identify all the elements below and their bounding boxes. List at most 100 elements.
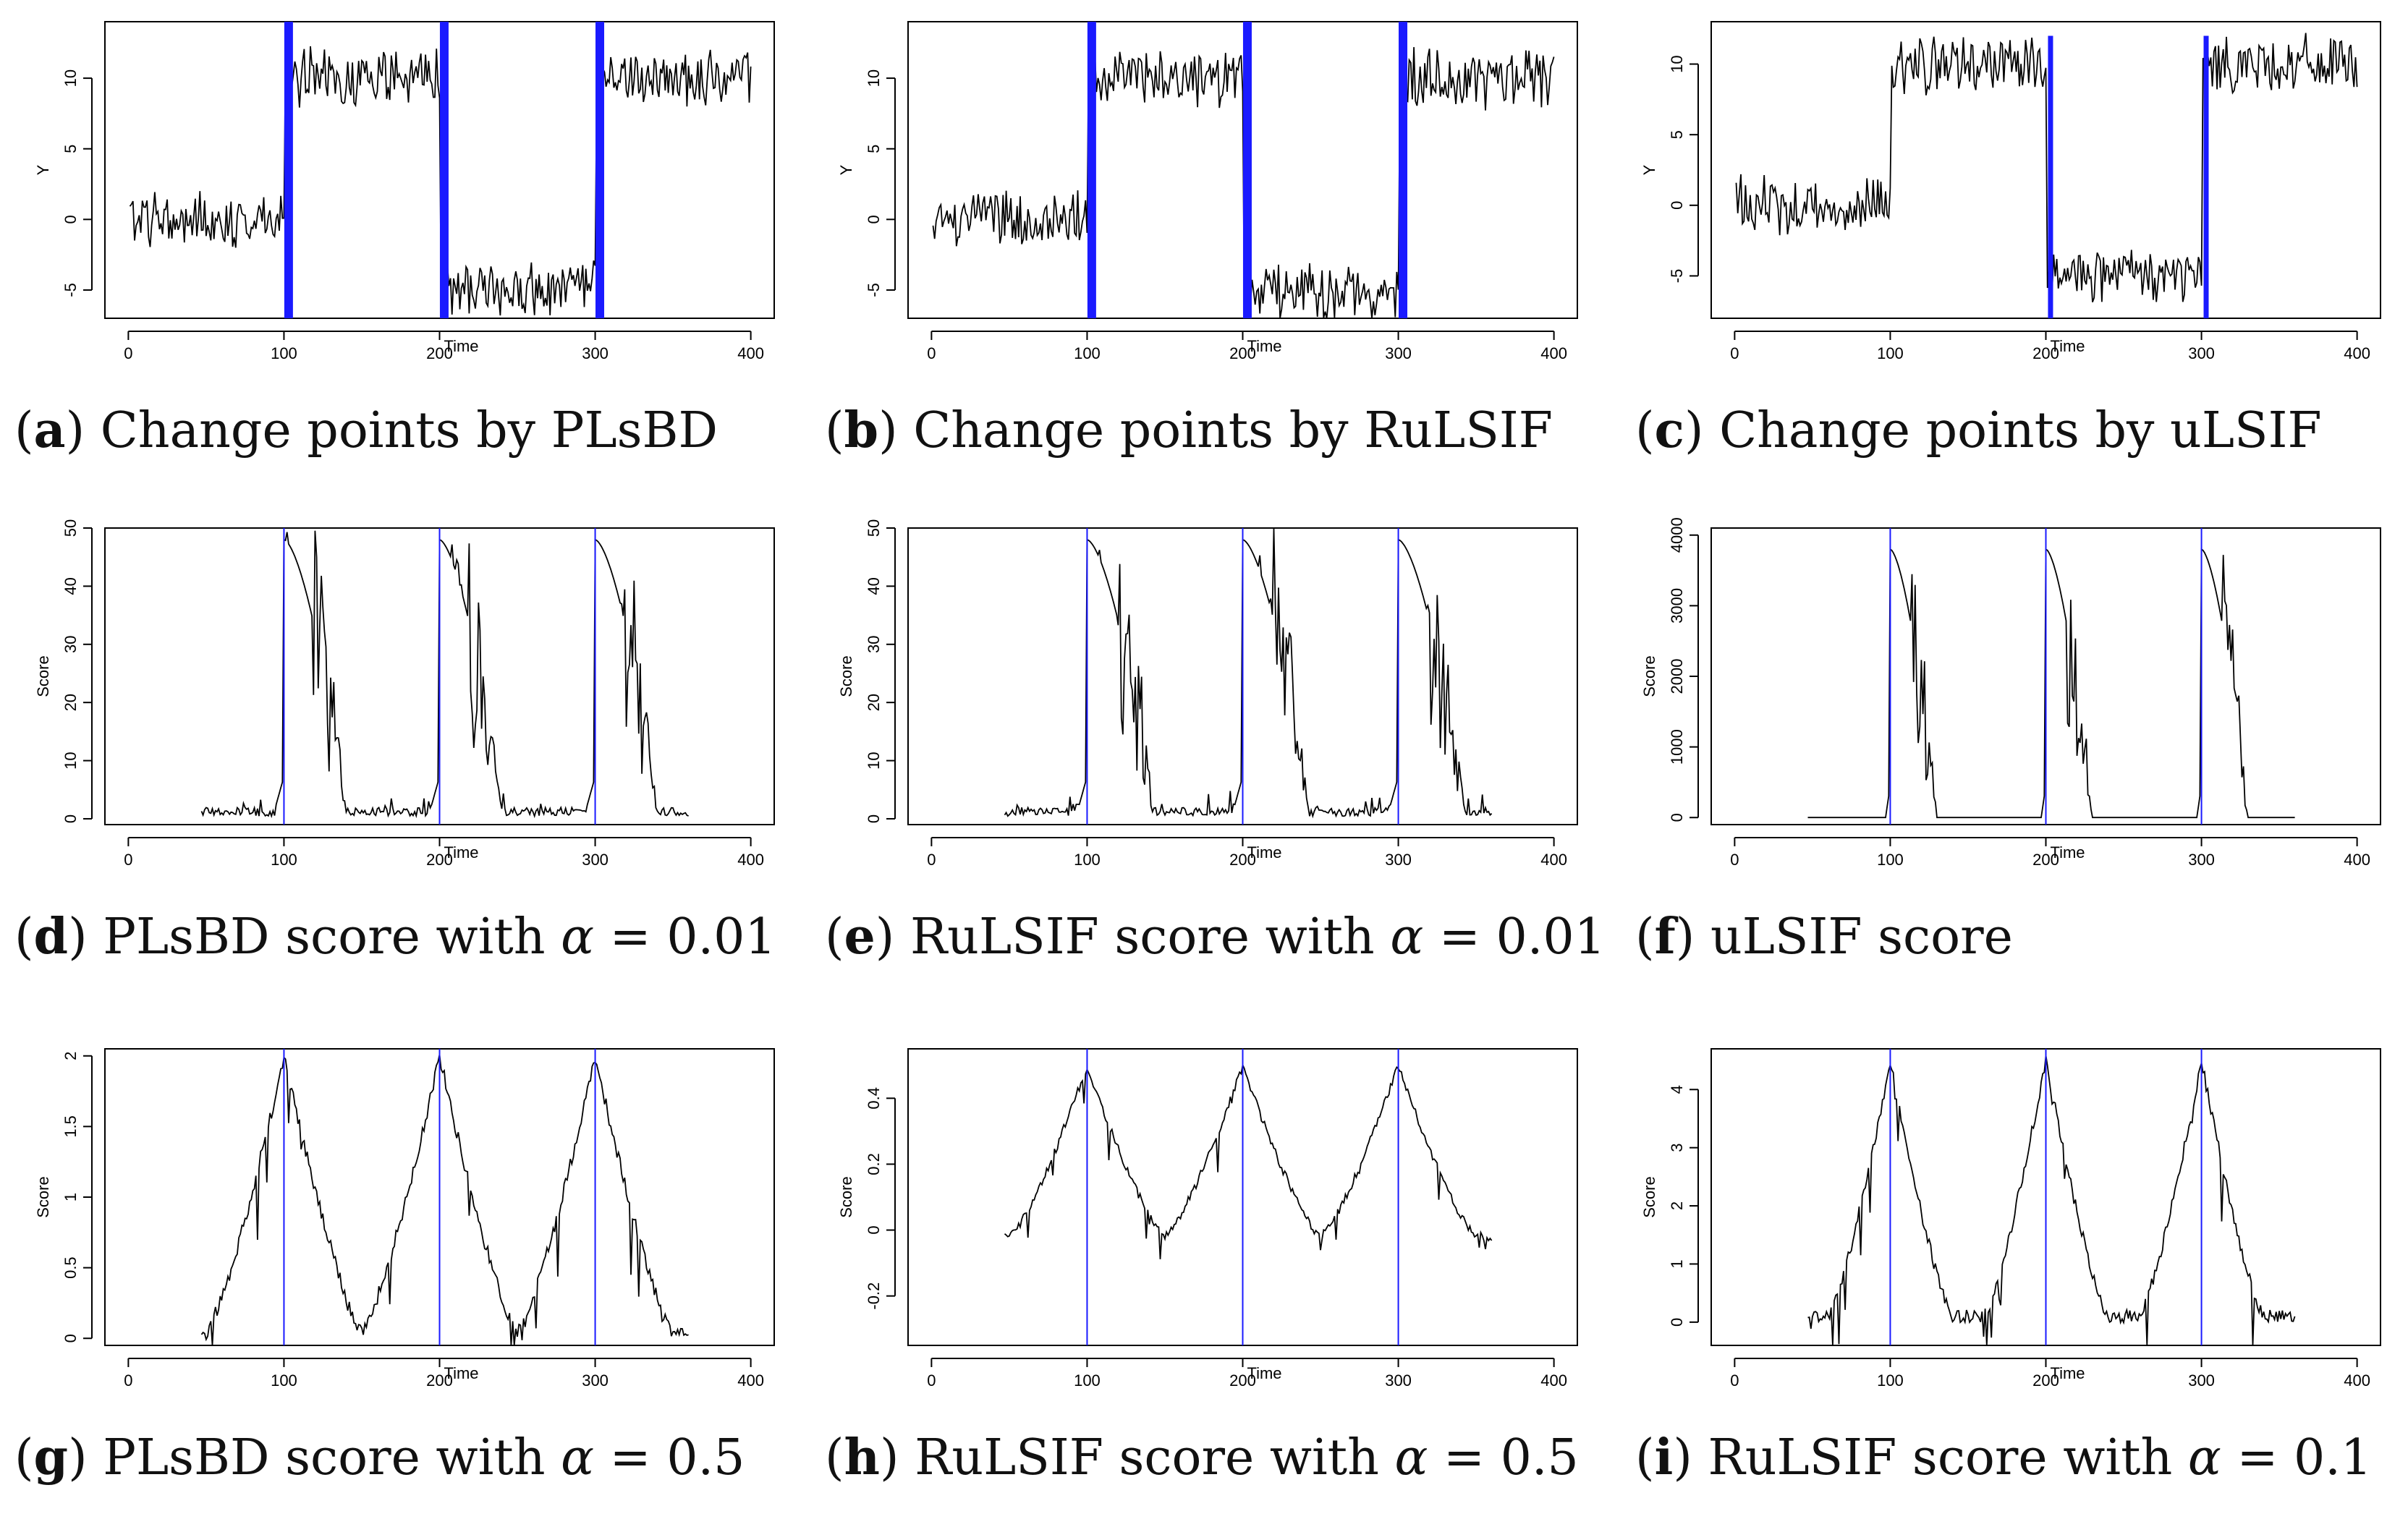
- x-axis-label: Time: [2050, 843, 2085, 861]
- chart-a: 0 100 200 300 400 Time -5 0 5 10 Y: [34, 21, 775, 362]
- x-tick-label: 400: [2344, 344, 2370, 362]
- caption-text: RuLSIF score with α = 0.01: [910, 909, 1606, 966]
- y-axis-label: Y: [34, 164, 52, 175]
- change-point-marker: [1242, 1049, 1244, 1345]
- y-tick-label: 0: [1668, 813, 1686, 822]
- x-tick-label: 0: [124, 851, 132, 869]
- series-line: [1004, 1063, 1493, 1259]
- y-tick-label: 5: [62, 145, 80, 153]
- y-tick-label: 2: [1668, 1201, 1686, 1210]
- y-tick-label: 4: [1668, 1085, 1686, 1094]
- x-tick-label: 200: [1229, 344, 1256, 362]
- x-tick-label: 0: [927, 1371, 936, 1390]
- chart-h: 0 100 200 300 400 Time -0.2 0 0.2 0.4 Score: [837, 1048, 1578, 1390]
- x-tick-label: 300: [2188, 851, 2215, 869]
- y-tick-label: 1.5: [62, 1115, 80, 1138]
- x-tick-label: 0: [1730, 344, 1739, 362]
- caption-text: Change points by RuLSIF: [913, 402, 1553, 459]
- x-tick-label: 200: [426, 851, 453, 869]
- y-tick-label: 1: [1668, 1259, 1686, 1268]
- panel-i: 0 100 200 300 400 Time 0 1 2 3 4 Score (i) RuLSIF sc…: [1606, 1027, 2402, 1519]
- x-tick-label: 300: [1385, 1371, 1412, 1390]
- x-tick-label: 200: [2032, 851, 2059, 869]
- x-tick-label: 100: [1074, 1371, 1101, 1390]
- y-axis-label: Score: [34, 655, 52, 697]
- y-tick-label: -0.2: [865, 1282, 883, 1310]
- caption-letter: f: [1654, 908, 1676, 966]
- change-point-marker: [2200, 528, 2203, 825]
- y-tick-label: -5: [865, 283, 883, 297]
- chart-g: 0 100 200 300 400 Time 0 0.5 1 1.5 2 Score: [34, 1048, 775, 1390]
- y-tick-label: 2: [62, 1052, 80, 1060]
- chart-b: 0 100 200 300 400 Time -5 0 5 10 Y: [837, 21, 1578, 362]
- y-tick-label: 10: [865, 752, 883, 769]
- caption-c: (c) Change points by uLSIF: [1635, 401, 2322, 459]
- caption-letter: g: [33, 1429, 69, 1486]
- y-tick-label: 10: [1668, 55, 1686, 72]
- y-tick-label: 4000: [1668, 517, 1686, 553]
- caption-h: (h) RuLSIF score with α = 0.5: [825, 1429, 1579, 1486]
- x-tick-label: 100: [271, 344, 297, 362]
- y-tick-label: 40: [865, 577, 883, 595]
- y-tick-label: 0: [865, 215, 883, 224]
- x-tick-label: 100: [1877, 851, 1904, 869]
- change-point-marker: [594, 528, 596, 825]
- x-tick-label: 0: [927, 344, 936, 362]
- caption-d: (d) PLsBD score with α = 0.01: [14, 908, 776, 966]
- y-tick-label: 10: [62, 752, 80, 769]
- change-point-marker: [595, 22, 605, 318]
- x-tick-label: 300: [582, 1371, 609, 1390]
- y-tick-label: 0: [62, 814, 80, 823]
- series-line: [200, 1054, 689, 1346]
- caption-text: Change points by uLSIF: [1719, 402, 2322, 459]
- x-tick-label: 0: [927, 851, 936, 869]
- panel-g: 0 100 200 300 400 Time 0 0.5 1 1.5 2 Score (g) PLsBD…: [0, 1027, 796, 1519]
- caption-e: (e) RuLSIF score with α = 0.01: [825, 908, 1606, 966]
- change-point-marker: [283, 1049, 285, 1345]
- change-point-marker: [2200, 1049, 2203, 1345]
- change-point-marker: [2203, 35, 2209, 319]
- y-tick-label: 20: [62, 694, 80, 711]
- panel-a: 0 100 200 300 400 Time -5 0 5 10 Y (a) Change point…: [0, 0, 796, 492]
- y-tick-label: 0: [865, 814, 883, 823]
- series-line: [1004, 527, 1493, 819]
- change-point-marker: [2045, 1049, 2047, 1345]
- y-tick-label: 50: [62, 519, 80, 537]
- x-tick-label: 300: [1385, 851, 1412, 869]
- caption-letter: b: [844, 401, 879, 459]
- panel-c: 0 100 200 300 400 Time -5 0 5 10 Y (c) Change point…: [1606, 0, 2402, 492]
- change-point-marker: [283, 528, 285, 825]
- x-tick-label: 400: [737, 1371, 764, 1390]
- x-tick-label: 0: [124, 344, 132, 362]
- plot-frame: [1710, 21, 2381, 319]
- x-tick-label: 0: [1730, 1371, 1739, 1390]
- y-tick-label: 0: [62, 215, 80, 224]
- change-point-marker: [1087, 22, 1096, 318]
- chart-e: 0 100 200 300 400 Time 0 10 20 30 40 50 Score: [837, 519, 1578, 869]
- series-line: [1807, 548, 2295, 819]
- caption-text: RuLSIF score with α = 0.5: [915, 1429, 1579, 1486]
- y-tick-label: 0.4: [865, 1087, 883, 1110]
- x-tick-label: 400: [2344, 1371, 2370, 1390]
- caption-letter: i: [1654, 1429, 1674, 1486]
- y-tick-label: 1000: [1668, 729, 1686, 765]
- x-tick-label: 100: [1074, 344, 1101, 362]
- caption-letter: c: [1654, 401, 1684, 459]
- x-axis-label: Time: [2050, 1364, 2085, 1382]
- x-tick-label: 200: [1229, 1371, 1256, 1390]
- x-tick-label: 200: [426, 344, 453, 362]
- change-point-marker: [1242, 528, 1244, 825]
- y-tick-label: -5: [1668, 269, 1686, 284]
- change-point-marker: [1242, 22, 1252, 318]
- x-tick-label: 400: [2344, 851, 2370, 869]
- caption-g: (g) PLsBD score with α = 0.5: [14, 1429, 745, 1486]
- x-tick-label: 100: [1877, 344, 1904, 362]
- x-tick-label: 0: [124, 1371, 132, 1390]
- panel-f: 0 100 200 300 400 Time 0 1000 2000 3000 4000 Score (…: [1606, 506, 2402, 998]
- change-point-marker: [439, 22, 449, 318]
- y-axis-label: Y: [837, 164, 855, 175]
- change-point-marker: [1086, 528, 1088, 825]
- series-line: [1807, 1055, 2296, 1346]
- x-axis-label: Time: [444, 1364, 478, 1382]
- x-tick-label: 0: [1730, 851, 1739, 869]
